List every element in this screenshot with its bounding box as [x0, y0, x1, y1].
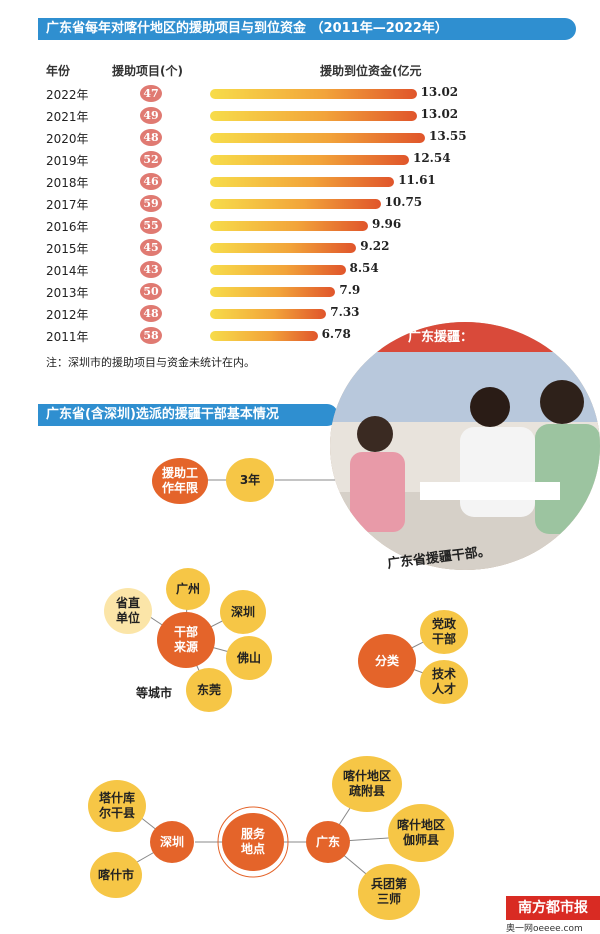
funding-bar	[210, 155, 409, 165]
project-count-badge: 52	[140, 151, 162, 168]
funding-value-label: 8.54	[349, 261, 379, 275]
node-source-center: 干部来源	[157, 612, 215, 668]
year-label: 2020年	[46, 132, 89, 146]
funding-bar	[210, 331, 318, 341]
funding-bar	[210, 243, 357, 253]
funding-bar	[210, 309, 327, 319]
chart-title: 广东省每年对喀什地区的援助项目与到位资金 （2011年—2022年）	[38, 18, 576, 40]
header-year: 年份	[46, 64, 71, 78]
year-label: 2014年	[46, 264, 89, 278]
funding-value-label: 6.78	[321, 327, 351, 341]
funding-value-label: 13.02	[420, 85, 459, 99]
node-term-label: 援助工作年限	[152, 458, 208, 504]
node-location-guangdong: 广东	[306, 821, 350, 863]
year-label: 2011年	[46, 330, 89, 344]
year-label: 2017年	[46, 198, 89, 212]
funding-bar	[210, 199, 381, 209]
year-label: 2019年	[46, 154, 89, 168]
funding-value-label: 7.9	[339, 283, 361, 297]
node-location-shufu: 喀什地区疏附县	[332, 756, 402, 812]
project-count-badge: 47	[140, 85, 162, 102]
project-count-badge: 43	[140, 261, 162, 278]
year-label: 2016年	[46, 220, 89, 234]
photo-cadres	[330, 322, 600, 570]
project-count-badge: 58	[140, 327, 162, 344]
funding-bar	[210, 111, 417, 121]
year-label: 2012年	[46, 308, 89, 322]
funding-value-label: 9.96	[372, 217, 402, 231]
funding-bar	[210, 221, 369, 231]
section-title: 广东省(含深圳)选派的援疆干部基本情况	[38, 404, 338, 426]
funding-value-label: 10.75	[384, 195, 423, 209]
node-source-dongguan: 东莞	[186, 668, 232, 712]
funding-value-label: 12.54	[412, 151, 451, 165]
ring-outline	[217, 806, 289, 878]
year-label: 2022年	[46, 88, 89, 102]
funding-value-label: 11.61	[398, 173, 436, 187]
node-location-bingtuan: 兵团第三师	[358, 864, 420, 920]
funding-bar	[210, 133, 425, 143]
funding-bar	[210, 265, 346, 275]
year-label: 2013年	[46, 286, 89, 300]
project-count-badge: 59	[140, 195, 162, 212]
chart-note: 注：深圳市的援助项目与资金未统计在内。	[46, 356, 255, 369]
node-location-kashgar: 喀什市	[90, 852, 142, 898]
node-category-party: 党政干部	[420, 610, 468, 654]
project-count-badge: 48	[140, 305, 162, 322]
node-location-shenzhen: 深圳	[150, 821, 194, 863]
node-source-province: 省直单位	[104, 588, 152, 634]
source-suffix: 等城市	[136, 686, 173, 700]
project-count-badge: 45	[140, 239, 162, 256]
node-source-foshan: 佛山	[226, 636, 272, 680]
funding-value-label: 7.33	[330, 305, 360, 319]
node-term-value: 3年	[226, 458, 274, 502]
node-location-jiashi: 喀什地区伽师县	[388, 804, 454, 862]
project-count-badge: 46	[140, 173, 162, 190]
funding-bar	[210, 287, 336, 297]
photo-banner-text: 广东援疆：	[408, 330, 474, 345]
node-source-shenzhen: 深圳	[220, 590, 266, 634]
header-projects: 援助项目(个)	[112, 64, 183, 78]
funding-value-label: 13.55	[429, 129, 467, 143]
node-source-guangzhou: 广州	[166, 568, 210, 610]
funding-value-label: 13.02	[420, 107, 459, 121]
node-location-center: 服务地点	[222, 813, 284, 871]
year-label: 2015年	[46, 242, 89, 256]
header-funds: 援助到位资金(亿元	[320, 64, 422, 78]
brand-logo: 南方都市报	[506, 896, 600, 920]
project-count-badge: 49	[140, 107, 162, 124]
project-count-badge: 55	[140, 217, 162, 234]
year-label: 2021年	[46, 110, 89, 124]
funding-value-label: 9.22	[360, 239, 390, 253]
funding-bar	[210, 177, 395, 187]
funding-bar	[210, 89, 417, 99]
year-label: 2018年	[46, 176, 89, 190]
brand-site: 奥一网oeeee.com	[506, 924, 583, 934]
project-count-badge: 48	[140, 129, 162, 146]
node-category-tech: 技术人才	[420, 660, 468, 704]
node-category-center: 分类	[358, 634, 416, 688]
project-count-badge: 50	[140, 283, 162, 300]
node-location-tashkurgan: 塔什库尔干县	[88, 780, 146, 832]
